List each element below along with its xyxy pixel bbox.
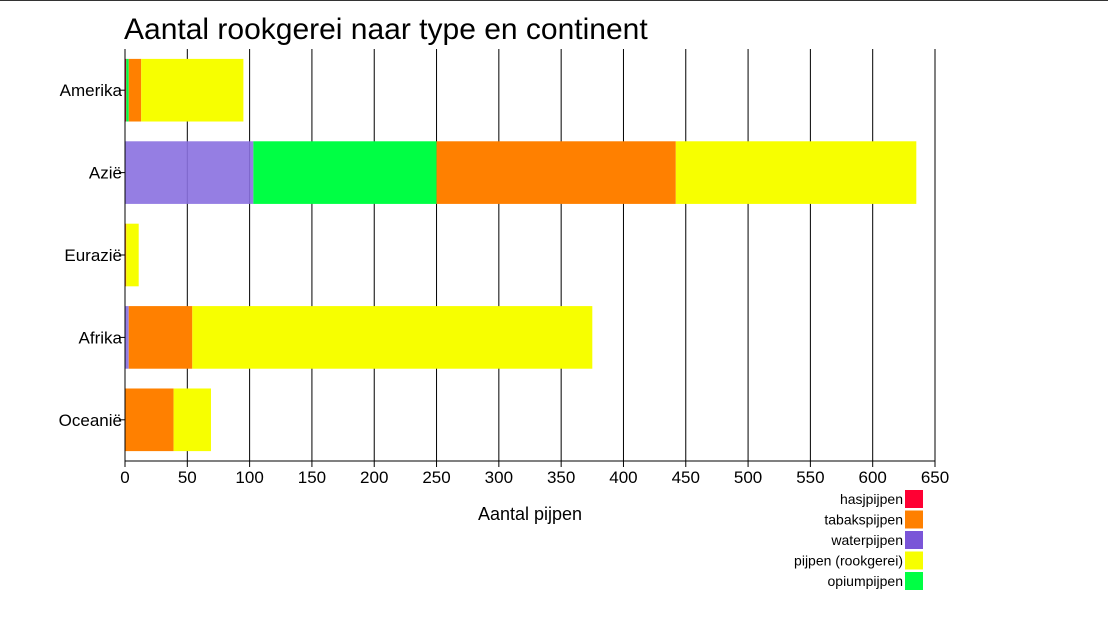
x-tick-label: 650	[921, 468, 949, 487]
legend-swatch	[905, 510, 923, 529]
bar-segment	[125, 223, 127, 287]
y-tick-label: Afrika	[79, 328, 123, 347]
legend-label: opiumpijpen	[828, 573, 904, 589]
x-tick-label: 500	[734, 468, 762, 487]
bar-segment	[125, 58, 127, 122]
x-tick-label: 300	[485, 468, 513, 487]
x-tick-label: 450	[672, 468, 700, 487]
bar-segment	[125, 306, 129, 369]
legend-swatch	[905, 490, 923, 508]
legend-label: hasjpijpen	[840, 491, 903, 507]
legend-swatch	[905, 531, 923, 549]
x-tick-label: 350	[547, 468, 575, 487]
legend-label: pijpen (rookgerei)	[794, 553, 903, 569]
bar-segment	[253, 141, 437, 204]
x-axis-label: Aantal pijpen	[478, 504, 582, 524]
bar-segment	[126, 223, 139, 287]
bar-segment	[126, 58, 129, 122]
x-tick-label: 200	[360, 468, 388, 487]
x-tick-label: 400	[609, 468, 637, 487]
y-tick-label: Amerika	[60, 81, 123, 100]
y-tick-label: Oceanië	[59, 411, 122, 430]
bar-segment	[128, 58, 142, 122]
bar-segment	[128, 306, 193, 369]
x-tick-label: 0	[120, 468, 129, 487]
x-tick-label: 100	[235, 468, 263, 487]
bar-segment	[125, 388, 174, 452]
y-tick-label: Eurazië	[64, 246, 122, 265]
x-tick-label: 50	[178, 468, 197, 487]
bar-segment	[436, 141, 676, 204]
bar-segment	[173, 388, 211, 452]
x-tick-label: 250	[422, 468, 450, 487]
x-tick-label: 150	[298, 468, 326, 487]
legend-swatch	[905, 572, 923, 590]
bar-segment	[125, 141, 254, 204]
x-tick-label: 600	[859, 468, 887, 487]
legend-label: waterpijpen	[830, 532, 903, 548]
legend-label: tabakspijpen	[824, 512, 903, 528]
y-tick-label: Azië	[89, 164, 122, 183]
bar-segment	[192, 306, 593, 369]
bar-segment	[141, 58, 244, 122]
legend-swatch	[905, 551, 923, 570]
x-tick-label: 550	[796, 468, 824, 487]
chart-title: Aantal rookgerei naar type en continent	[124, 13, 648, 46]
bar-segment	[675, 141, 917, 204]
